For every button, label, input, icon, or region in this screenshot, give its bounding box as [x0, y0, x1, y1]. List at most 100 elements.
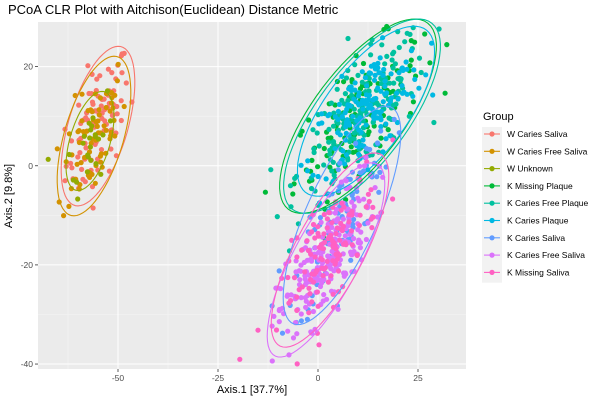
data-point [321, 211, 327, 218]
data-point [285, 328, 291, 334]
data-point [412, 39, 418, 45]
data-point [269, 323, 275, 329]
data-point [294, 361, 300, 367]
data-point [382, 61, 388, 67]
data-point [306, 117, 312, 123]
data-point [324, 258, 330, 264]
data-point [354, 252, 360, 258]
data-point [328, 232, 334, 238]
data-point [330, 139, 337, 145]
legend-label: K Caries Free Saliva [507, 250, 585, 260]
data-point [305, 158, 311, 164]
data-point [334, 225, 340, 231]
data-point [329, 168, 335, 174]
data-point [418, 69, 424, 76]
data-point [108, 146, 114, 152]
x-tick-label: -50 [112, 373, 125, 383]
data-point [357, 177, 363, 183]
data-point [360, 106, 366, 112]
data-point [93, 161, 99, 167]
data-point [314, 289, 320, 295]
data-point [416, 55, 423, 61]
data-point [407, 31, 413, 37]
data-point [66, 151, 72, 158]
data-point [390, 196, 396, 202]
data-point [335, 268, 342, 274]
data-point [377, 110, 383, 116]
x-tick-label: 0 [316, 373, 321, 383]
data-point [375, 85, 381, 91]
data-point [313, 268, 319, 274]
data-point [422, 31, 428, 37]
legend-point-icon [489, 252, 495, 258]
data-point [81, 133, 87, 139]
data-point [387, 80, 393, 86]
data-point [317, 215, 323, 221]
data-point [377, 169, 383, 175]
data-point [334, 256, 340, 262]
data-point [327, 151, 333, 157]
data-point [310, 172, 316, 178]
data-point [74, 161, 80, 167]
data-point [319, 120, 325, 126]
data-point [366, 97, 372, 103]
data-point [442, 90, 448, 96]
data-point [348, 257, 354, 263]
data-point [397, 75, 403, 81]
data-point [391, 80, 397, 86]
data-point [390, 51, 396, 57]
y-tick-label: 20 [24, 62, 34, 72]
data-point [339, 97, 345, 103]
data-point [383, 136, 389, 142]
data-point [316, 143, 322, 149]
data-point [342, 91, 348, 97]
data-point [391, 116, 397, 122]
confidence-ellipse [283, 18, 441, 214]
data-point [299, 284, 305, 290]
data-point [98, 151, 104, 157]
data-point [402, 39, 408, 45]
data-point [308, 251, 314, 257]
data-point [349, 211, 355, 217]
data-point [358, 129, 364, 135]
legend-label: W Unknown [507, 164, 553, 174]
data-point [118, 98, 124, 104]
data-point [329, 224, 335, 230]
legend-point-icon [489, 183, 495, 189]
data-point [75, 129, 81, 135]
data-point [314, 130, 320, 136]
legend-item: W Caries Saliva [484, 129, 568, 139]
data-point [318, 219, 324, 225]
data-point [70, 177, 76, 183]
data-point [78, 160, 84, 166]
chart-title: PCoA CLR Plot with Aitchison(Euclidean) … [8, 2, 339, 17]
data-point [370, 204, 376, 210]
data-point [325, 113, 331, 119]
data-point [298, 268, 304, 274]
data-point [115, 61, 121, 67]
data-point [273, 327, 280, 333]
data-point [347, 103, 353, 109]
data-point [358, 229, 364, 235]
data-point [408, 57, 414, 63]
confidence-ellipse [60, 45, 136, 207]
data-point [348, 251, 354, 258]
data-point [355, 72, 361, 78]
data-point [343, 178, 349, 184]
data-point [319, 265, 325, 271]
legend-point-icon [489, 166, 495, 172]
data-point [123, 80, 129, 86]
legend-point-icon [489, 148, 495, 154]
data-point [342, 110, 348, 116]
data-point [342, 137, 349, 143]
data-point [319, 257, 325, 263]
data-point [309, 157, 315, 163]
data-point [332, 210, 338, 216]
data-point [334, 86, 340, 92]
data-point [382, 78, 388, 84]
data-point [340, 148, 346, 154]
data-point [343, 75, 350, 81]
data-point [112, 133, 118, 139]
confidence-ellipse [270, 152, 390, 348]
